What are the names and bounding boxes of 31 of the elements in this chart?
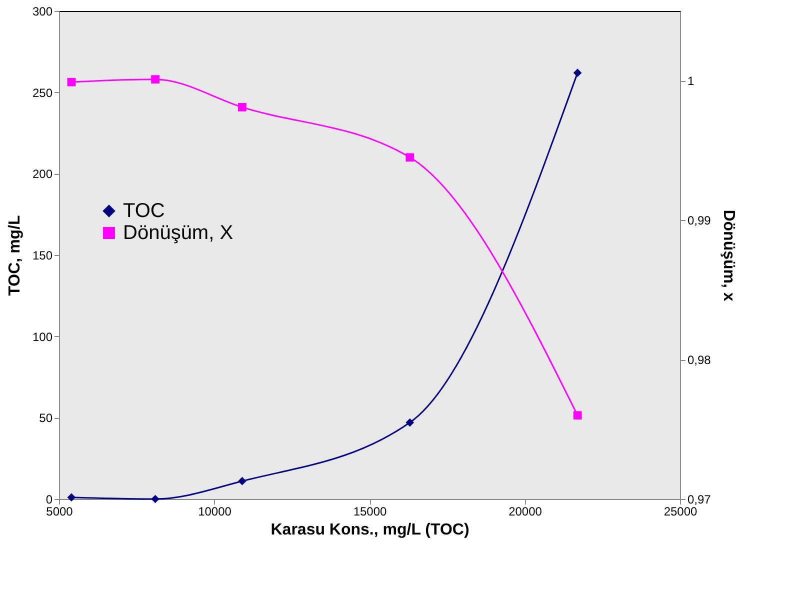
x-tick-label: 15000: [353, 504, 388, 518]
point: [67, 78, 76, 86]
y2-tick-label: 0,98: [688, 353, 712, 368]
y2-tick-label: 1: [688, 74, 694, 88]
x-tick-label: 10000: [198, 504, 232, 518]
x-axis-title: Karasu Kons., mg/L (TOC): [270, 522, 470, 538]
point: [151, 494, 160, 504]
point: [406, 418, 414, 427]
y-tick-label: 300: [32, 4, 53, 18]
y-tick-label: 100: [32, 330, 53, 344]
y-axis-title: TOC, mg/L: [6, 214, 24, 296]
point: [573, 68, 582, 77]
point: [151, 75, 160, 84]
legend-label: TOC: [123, 200, 165, 222]
y-tick-label: 0: [46, 492, 53, 506]
point: [406, 153, 414, 162]
y2-tick-label: 0,97: [688, 492, 712, 506]
x-tick-label: 5000: [46, 504, 74, 518]
y2-tick-label: 0,99: [688, 214, 712, 228]
legend-label: Dönüşüm, X: [123, 222, 234, 244]
y-tick-label: 200: [32, 167, 53, 182]
y-tick-label: 50: [39, 411, 53, 426]
point: [573, 411, 582, 420]
y2-axis-title: Dönüşüm, x: [720, 210, 737, 302]
point: [238, 476, 246, 486]
point: [67, 493, 76, 502]
x-tick-label: 20000: [508, 504, 542, 518]
y-tick-label: 250: [32, 86, 53, 100]
y-tick-label: 150: [32, 248, 53, 262]
point: [238, 103, 246, 112]
x-tick-label: 25000: [664, 504, 698, 518]
